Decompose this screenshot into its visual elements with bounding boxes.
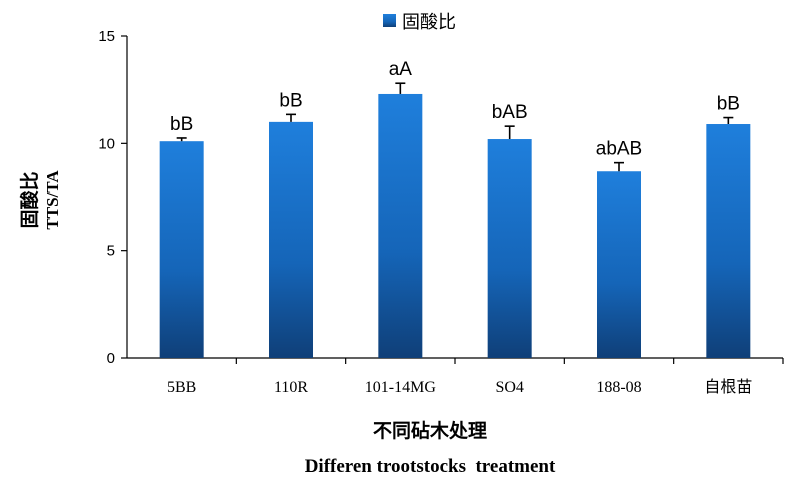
x-ticks: 5BB 110R 101-14MG SO4 188-08 自根苗 [167,358,784,396]
x-tick-label: 101-14MG [365,379,437,396]
significance-label: bB [170,114,193,135]
bar [159,141,204,358]
y-tick-label: 0 [107,350,115,367]
legend-label: 固酸比 [402,12,456,33]
bar [487,139,532,358]
significance-label: aA [389,59,413,80]
bar [706,124,751,358]
x-tick-label: 110R [274,379,308,396]
x-tick-label: 5BB [167,379,196,396]
bars [159,93,751,359]
error-bars [176,82,734,172]
bar [597,171,641,358]
legend-swatch [383,14,396,27]
x-axis-title-cn: 不同砧木处理 [373,419,487,442]
legend: 固酸比 [383,12,456,33]
y-tick-label: 10 [98,135,115,152]
x-axis-title-en: Differen trootstocks treatment [305,456,556,477]
x-tick-label: 自根苗 [704,378,752,396]
y-tick-label: 15 [98,28,115,45]
x-tick-label: SO4 [495,379,523,396]
y-axis-title-en: TTS/TA [43,170,62,230]
y-ticks: 0 5 10 15 [98,28,127,367]
bar [269,121,313,358]
x-tick-label: 188-08 [596,379,641,396]
significance-label: abAB [596,139,642,160]
bar [378,93,423,359]
significance-label: bB [717,94,740,115]
y-tick-label: 5 [107,243,115,260]
significance-labels: bB bB aA bAB abAB bB [170,59,740,159]
significance-label: bAB [492,102,528,123]
y-axis-title-cn: 固酸比 [18,171,41,228]
significance-label: bB [279,90,302,111]
